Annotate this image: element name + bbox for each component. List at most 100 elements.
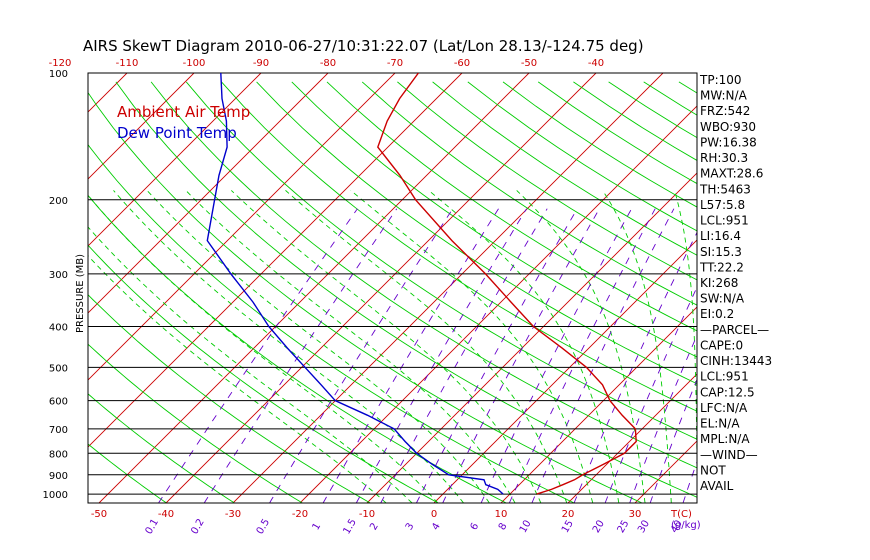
- ambient-air-temp-line: [377, 73, 637, 495]
- mixing-ratio-line: [203, 208, 398, 503]
- pressure-tick-label: 900: [49, 471, 68, 482]
- sounding-index-item: RH:30.3: [700, 151, 748, 165]
- sounding-index-item: MW:N/A: [700, 89, 748, 103]
- isotherm-line: [500, 306, 697, 503]
- sounding-index-item: KI:268: [700, 276, 738, 290]
- moist-adiabat-line: [230, 190, 542, 503]
- dry-adiabat-line: [256, 81, 697, 385]
- sounding-index-item: TH:5463: [699, 182, 751, 196]
- sounding-index-item: CINH:13443: [700, 354, 772, 368]
- top-temp-tick-label: -40: [588, 58, 604, 69]
- sounding-index-item: MAXT:28.6: [700, 167, 763, 181]
- moist-adiabat-line: [602, 190, 672, 503]
- dry-adiabat-line: [88, 91, 643, 503]
- sounding-index-item: CAP:12.5: [700, 385, 755, 399]
- dry-adiabat-line: [88, 393, 235, 503]
- mixing-ratio-line: [604, 286, 697, 503]
- sounding-index-item: EI:0.2: [700, 307, 734, 321]
- bottom-temp-tick-label: -50: [91, 509, 107, 520]
- dry-adiabat-line: [221, 81, 697, 412]
- mixing-ratio-line: [158, 208, 358, 503]
- pressure-tick-label: 200: [49, 196, 68, 207]
- sounding-index-item: SI:15.3: [700, 245, 742, 259]
- pressure-tick-label: 800: [49, 449, 68, 460]
- dry-adiabat-line: [88, 443, 167, 503]
- top-temp-tick-label: -100: [183, 58, 206, 69]
- isotherm-line: [567, 373, 697, 503]
- dry-adiabat-line: [88, 294, 371, 503]
- sounding-index-item: —PARCEL—: [700, 323, 769, 337]
- dry-adiabat-line: [88, 244, 439, 503]
- mixing-ratio-line: [649, 378, 697, 503]
- sounding-index-item: —WIND—: [700, 448, 758, 462]
- moist-adiabat-line: [285, 190, 568, 503]
- dry-adiabat-line: [88, 343, 303, 503]
- pressure-tick-label: 700: [49, 425, 68, 436]
- mixing-ratio-unit-label: (g/kg): [671, 520, 701, 531]
- isotherm-line: [88, 73, 396, 381]
- bottom-temp-tick-label: 0: [431, 509, 437, 520]
- isotherm-line: [232, 73, 664, 503]
- sounding-index-item: TT:22.2: [699, 260, 744, 274]
- top-temp-tick-label: -70: [387, 58, 403, 69]
- bottom-temp-tick-label: -20: [292, 509, 308, 520]
- top-temp-tick-label: -60: [454, 58, 470, 69]
- sounding-index-item: WBO:930: [700, 120, 756, 134]
- isotherm-line: [88, 73, 463, 448]
- bottom-temp-tick-label: 30: [629, 509, 642, 520]
- dry-adiabat-line: [150, 81, 697, 469]
- mixing-ratio-line: [508, 208, 656, 503]
- dry-adiabat-line: [291, 81, 697, 358]
- dry-adiabat-line: [115, 81, 697, 498]
- top-temp-tick-label: -120: [49, 58, 72, 69]
- mixing-ratio-line: [415, 208, 578, 503]
- bottom-temp-tick-label: -30: [225, 509, 241, 520]
- moist-adiabat-line: [674, 190, 697, 490]
- mixing-ratio-tick-label: 8: [497, 521, 510, 532]
- bottom-temp-tick-label: -10: [359, 509, 375, 520]
- mixing-ratio-line: [480, 208, 632, 503]
- moist-adiabat-line: [516, 190, 646, 503]
- dry-adiabat-line: [185, 81, 697, 440]
- pressure-tick-label: 500: [49, 363, 68, 374]
- mixing-ratio-line: [629, 334, 697, 503]
- mixing-ratio-tick-label: 6: [469, 521, 482, 532]
- moist-adiabat-line: [88, 226, 413, 503]
- pressure-tick-label: 600: [49, 397, 68, 408]
- sounding-index-item: MPL:N/A: [700, 432, 750, 446]
- chart-title: AIRS SkewT Diagram 2010-06-27/10:31:22.0…: [83, 37, 644, 55]
- isotherm-line: [88, 73, 329, 314]
- mixing-ratio-line: [269, 208, 454, 503]
- isotherm-line: [433, 239, 697, 503]
- sounding-index-item: NOT: [700, 463, 726, 477]
- top-temp-tick-label: -90: [253, 58, 269, 69]
- dry-adiabat-line: [432, 81, 697, 256]
- pressure-tick-label: 400: [49, 323, 68, 334]
- moist-adiabat-line: [88, 255, 387, 503]
- sounding-index-item: SW:N/A: [700, 292, 745, 306]
- top-temp-tick-label: -50: [521, 58, 537, 69]
- mixing-ratio-line: [531, 208, 675, 503]
- pressure-tick-label: 1000: [43, 490, 68, 501]
- plot-frame: [87, 72, 698, 504]
- sounding-index-item: EL:N/A: [700, 417, 740, 431]
- mixing-ratio-tick-label: 2: [368, 521, 381, 532]
- isotherm-line: [88, 73, 195, 180]
- mixing-ratio-line: [573, 231, 697, 503]
- isotherm-line: [98, 73, 530, 503]
- isotherm-line: [165, 73, 597, 503]
- sounding-index-item: LCL:951: [700, 370, 749, 384]
- pressure-tick-label: 100: [49, 69, 68, 80]
- dry-adiabat-line: [88, 194, 507, 503]
- mixing-ratio-line: [322, 208, 499, 503]
- sounding-index-item: L57:5.8: [700, 198, 745, 212]
- y-axis-label: PRESSURE (MB): [75, 254, 86, 333]
- dry-adiabat-line: [88, 143, 575, 503]
- pressure-tick-label: 300: [49, 270, 68, 281]
- moist-adiabat-line: [428, 190, 620, 503]
- sounding-index-item: PW:16.38: [700, 135, 757, 149]
- sounding-index-item: TP:100: [699, 73, 742, 87]
- isotherm-line: [366, 172, 697, 503]
- legend-ambient-air-temp: Ambient Air Temp: [117, 103, 250, 121]
